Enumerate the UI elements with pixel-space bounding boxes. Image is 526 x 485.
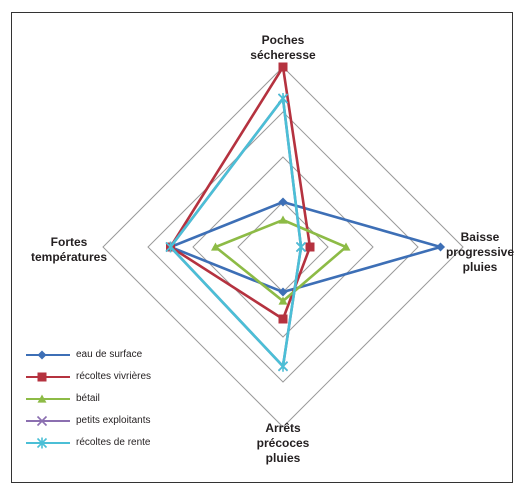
- series-point: [278, 296, 288, 305]
- series-line: [168, 95, 303, 370]
- series-point: [295, 241, 307, 253]
- grid-ring: [192, 156, 374, 338]
- series-point: [278, 314, 288, 324]
- axis-label-arrets-precoces-pluies: Arrêts précoces pluies: [256, 421, 310, 465]
- chart-frame: [11, 12, 513, 483]
- series-point: [278, 287, 288, 297]
- legend-item: récoltes de rente: [26, 436, 216, 458]
- radar-series: [165, 62, 446, 372]
- legend-marker: [36, 437, 48, 449]
- series-point: [278, 215, 288, 224]
- legend-item: bétail: [26, 392, 216, 414]
- legend-marker: [37, 350, 47, 360]
- legend-item: petits exploitants: [26, 414, 216, 436]
- legend-swatch-triangle-icon: [26, 394, 70, 403]
- legend: eau de surface récoltes vivrières bétail…: [26, 348, 216, 458]
- series-point: [165, 241, 176, 253]
- legend-item: récoltes vivrières: [26, 370, 216, 392]
- series-point: [211, 242, 220, 251]
- series-point: [278, 197, 288, 207]
- legend-marker: [37, 372, 47, 382]
- series-point: [277, 93, 289, 104]
- legend-swatch-asterisk-icon: [26, 437, 70, 449]
- legend-label: eau de surface: [76, 349, 143, 360]
- legend-marker: [37, 394, 47, 403]
- legend-label: bétail: [76, 393, 100, 404]
- series-line: [168, 95, 303, 370]
- legend-swatch-x-icon: [26, 415, 70, 427]
- legend-item: eau de surface: [26, 348, 216, 370]
- series-line: [168, 63, 312, 321]
- legend-label: petits exploitants: [76, 415, 151, 426]
- legend-label: récoltes vivrières: [76, 371, 152, 382]
- axis-label-poches-secheresse: Poches sécheresse: [250, 33, 316, 62]
- axis-label-fortes-temperatures: Fortes températures: [30, 235, 108, 264]
- grid-ring: [102, 66, 464, 428]
- legend-label: récoltes de rente: [76, 437, 151, 448]
- series-point: [436, 242, 445, 252]
- series-point: [305, 242, 315, 252]
- axis-label-baisse-progressive-pluies: Baisse progressive pluies: [445, 230, 515, 274]
- series-point: [277, 360, 289, 372]
- series-point: [341, 242, 351, 251]
- series-point: [278, 62, 288, 72]
- legend-marker: [36, 415, 48, 427]
- legend-swatch-diamond-icon: [26, 350, 70, 360]
- grid-ring: [147, 111, 419, 383]
- legend-swatch-square-icon: [26, 372, 70, 382]
